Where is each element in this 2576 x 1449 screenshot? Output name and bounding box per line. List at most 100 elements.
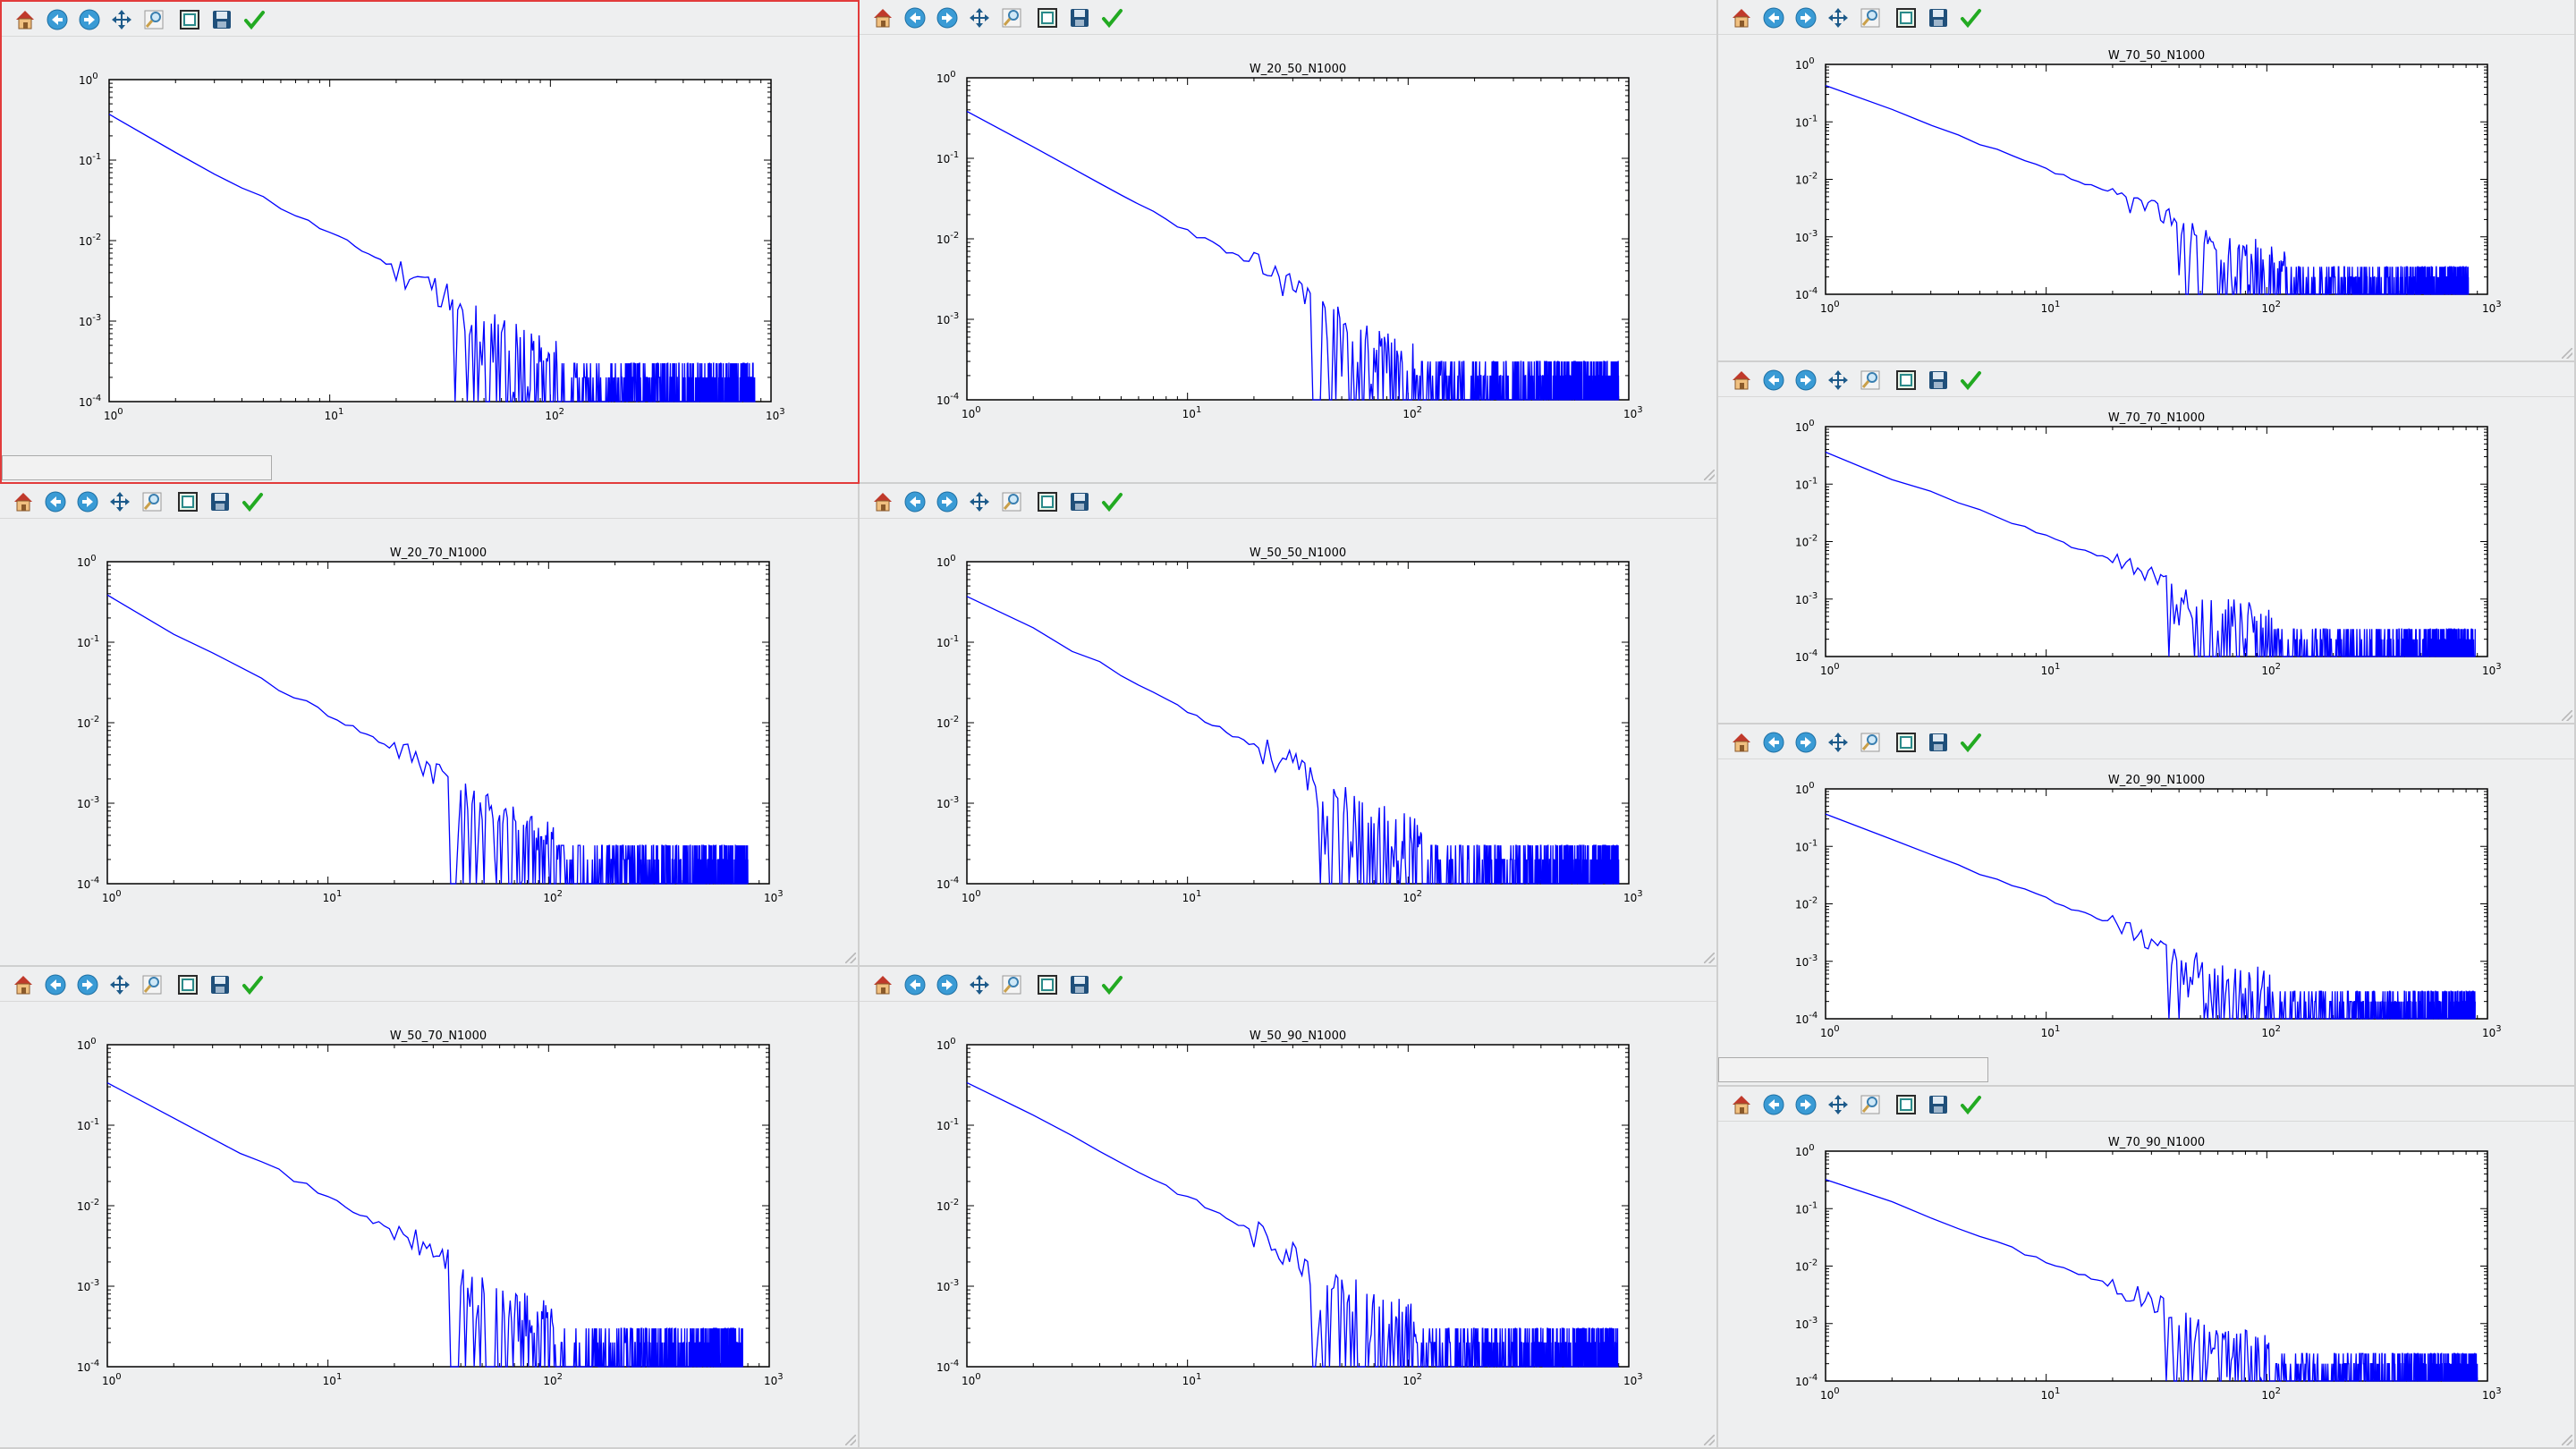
save-button[interactable] <box>208 490 232 513</box>
zoom-button[interactable] <box>1000 6 1023 30</box>
back-button[interactable] <box>1762 369 1785 392</box>
figure-canvas[interactable]: W_50_50_N1000 100 101 102 103 10-4 10-3 10-2 10-… <box>860 519 1716 930</box>
figure-window-3[interactable]: W_70_50_N1000 100 101 102 103 10-4 10-3 10-2 10-… <box>1718 0 2576 362</box>
figure-window-2[interactable]: W_20_50_N1000 100 101 102 103 10-4 10-3 10-2 10-… <box>860 0 1718 484</box>
home-button[interactable] <box>871 490 894 513</box>
figure-canvas[interactable]: W_50_90_N1000 100 101 102 103 10-4 10-3 10-2 10-… <box>860 1002 1716 1413</box>
subplots-button[interactable] <box>1894 731 1918 754</box>
save-button[interactable] <box>1927 6 1950 30</box>
forward-button[interactable] <box>1794 6 1818 30</box>
resize-grip[interactable] <box>2562 1435 2572 1445</box>
back-button[interactable] <box>903 490 927 513</box>
edit-button[interactable] <box>1100 490 1123 513</box>
home-button[interactable] <box>1730 1093 1753 1116</box>
home-button[interactable] <box>871 973 894 996</box>
figure-window-9[interactable]: W_20_90_N1000 100 101 102 103 10-4 10-3 10-2 10-… <box>1718 724 2576 1087</box>
resize-grip[interactable] <box>845 1435 856 1445</box>
forward-button[interactable] <box>76 973 99 996</box>
resize-grip[interactable] <box>1704 470 1715 480</box>
edit-button[interactable] <box>1959 6 1982 30</box>
save-button[interactable] <box>1068 490 1091 513</box>
home-button[interactable] <box>1730 731 1753 754</box>
pan-button[interactable] <box>968 6 991 30</box>
save-button[interactable] <box>210 8 233 31</box>
figure-canvas[interactable]: W_70_70_N1000 100 101 102 103 10-4 10-3 10-2 10-… <box>1718 397 2574 701</box>
pan-button[interactable] <box>1826 1093 1850 1116</box>
forward-button[interactable] <box>1794 1093 1818 1116</box>
zoom-button[interactable] <box>1859 6 1882 30</box>
figure-canvas[interactable]: W_70_90_N1000 100 101 102 103 10-4 10-3 10-2 10-… <box>1718 1122 2574 1426</box>
figure-canvas[interactable]: W_20_90_N1000 100 101 102 103 10-4 10-3 10-2 10-… <box>1718 759 2574 1063</box>
pan-button[interactable] <box>1826 731 1850 754</box>
resize-grip[interactable] <box>1704 953 1715 963</box>
forward-button[interactable] <box>1794 369 1818 392</box>
pan-button[interactable] <box>968 490 991 513</box>
edit-button[interactable] <box>242 8 266 31</box>
subplots-button[interactable] <box>1894 1093 1918 1116</box>
figure-window-1[interactable]: 100 101 102 103 10-4 10-3 10-2 10-1 100 x=1.5666… <box>0 0 860 484</box>
zoom-button[interactable] <box>1859 369 1882 392</box>
subplots-button[interactable] <box>1894 6 1918 30</box>
resize-grip[interactable] <box>2562 348 2572 359</box>
back-button[interactable] <box>903 6 927 30</box>
save-button[interactable] <box>1927 1093 1950 1116</box>
figure-window-10[interactable]: W_70_90_N1000 100 101 102 103 10-4 10-3 10-2 10-… <box>1718 1087 2576 1449</box>
figure-window-7[interactable]: W_50_70_N1000 100 101 102 103 10-4 10-3 10-2 10-… <box>0 967 860 1449</box>
home-button[interactable] <box>12 490 35 513</box>
home-button[interactable] <box>1730 369 1753 392</box>
forward-button[interactable] <box>936 490 959 513</box>
figure-canvas[interactable]: W_50_70_N1000 100 101 102 103 10-4 10-3 10-2 10-… <box>0 1002 858 1413</box>
resize-grip[interactable] <box>845 953 856 963</box>
figure-canvas[interactable]: W_20_70_N1000 100 101 102 103 10-4 10-3 10-2 10-… <box>0 519 858 930</box>
pan-button[interactable] <box>108 490 131 513</box>
save-button[interactable] <box>1068 6 1091 30</box>
pan-button[interactable] <box>108 973 131 996</box>
edit-button[interactable] <box>1100 973 1123 996</box>
edit-button[interactable] <box>1959 369 1982 392</box>
subplots-button[interactable] <box>176 490 199 513</box>
edit-button[interactable] <box>241 973 264 996</box>
edit-button[interactable] <box>1959 1093 1982 1116</box>
subplots-button[interactable] <box>1894 369 1918 392</box>
save-button[interactable] <box>1068 973 1091 996</box>
home-button[interactable] <box>12 973 35 996</box>
edit-button[interactable] <box>241 490 264 513</box>
forward-button[interactable] <box>936 973 959 996</box>
save-button[interactable] <box>208 973 232 996</box>
zoom-button[interactable] <box>140 490 164 513</box>
back-button[interactable] <box>44 973 67 996</box>
forward-button[interactable] <box>936 6 959 30</box>
back-button[interactable] <box>46 8 69 31</box>
figure-canvas[interactable]: W_20_50_N1000 100 101 102 103 10-4 10-3 10-2 10-… <box>860 35 1716 446</box>
subplots-button[interactable] <box>1036 973 1059 996</box>
zoom-button[interactable] <box>1859 1093 1882 1116</box>
subplots-button[interactable] <box>1036 6 1059 30</box>
edit-button[interactable] <box>1100 6 1123 30</box>
back-button[interactable] <box>1762 6 1785 30</box>
save-button[interactable] <box>1927 369 1950 392</box>
zoom-button[interactable] <box>1000 490 1023 513</box>
subplots-button[interactable] <box>176 973 199 996</box>
pan-button[interactable] <box>110 8 133 31</box>
back-button[interactable] <box>44 490 67 513</box>
back-button[interactable] <box>1762 731 1785 754</box>
figure-window-8[interactable]: W_50_90_N1000 100 101 102 103 10-4 10-3 10-2 10-… <box>860 967 1718 1449</box>
back-button[interactable] <box>1762 1093 1785 1116</box>
pan-button[interactable] <box>1826 369 1850 392</box>
zoom-button[interactable] <box>1000 973 1023 996</box>
resize-grip[interactable] <box>1704 1435 1715 1445</box>
pan-button[interactable] <box>968 973 991 996</box>
resize-grip[interactable] <box>2562 710 2572 721</box>
home-button[interactable] <box>13 8 37 31</box>
forward-button[interactable] <box>1794 731 1818 754</box>
edit-button[interactable] <box>1959 731 1982 754</box>
home-button[interactable] <box>871 6 894 30</box>
forward-button[interactable] <box>76 490 99 513</box>
figure-canvas[interactable]: W_70_50_N1000 100 101 102 103 10-4 10-3 10-2 10-… <box>1718 35 2574 339</box>
figure-window-5[interactable]: W_50_50_N1000 100 101 102 103 10-4 10-3 10-2 10-… <box>860 484 1718 967</box>
back-button[interactable] <box>903 973 927 996</box>
home-button[interactable] <box>1730 6 1753 30</box>
forward-button[interactable] <box>78 8 101 31</box>
figure-window-6[interactable]: W_70_70_N1000 100 101 102 103 10-4 10-3 10-2 10-… <box>1718 362 2576 724</box>
subplots-button[interactable] <box>178 8 201 31</box>
